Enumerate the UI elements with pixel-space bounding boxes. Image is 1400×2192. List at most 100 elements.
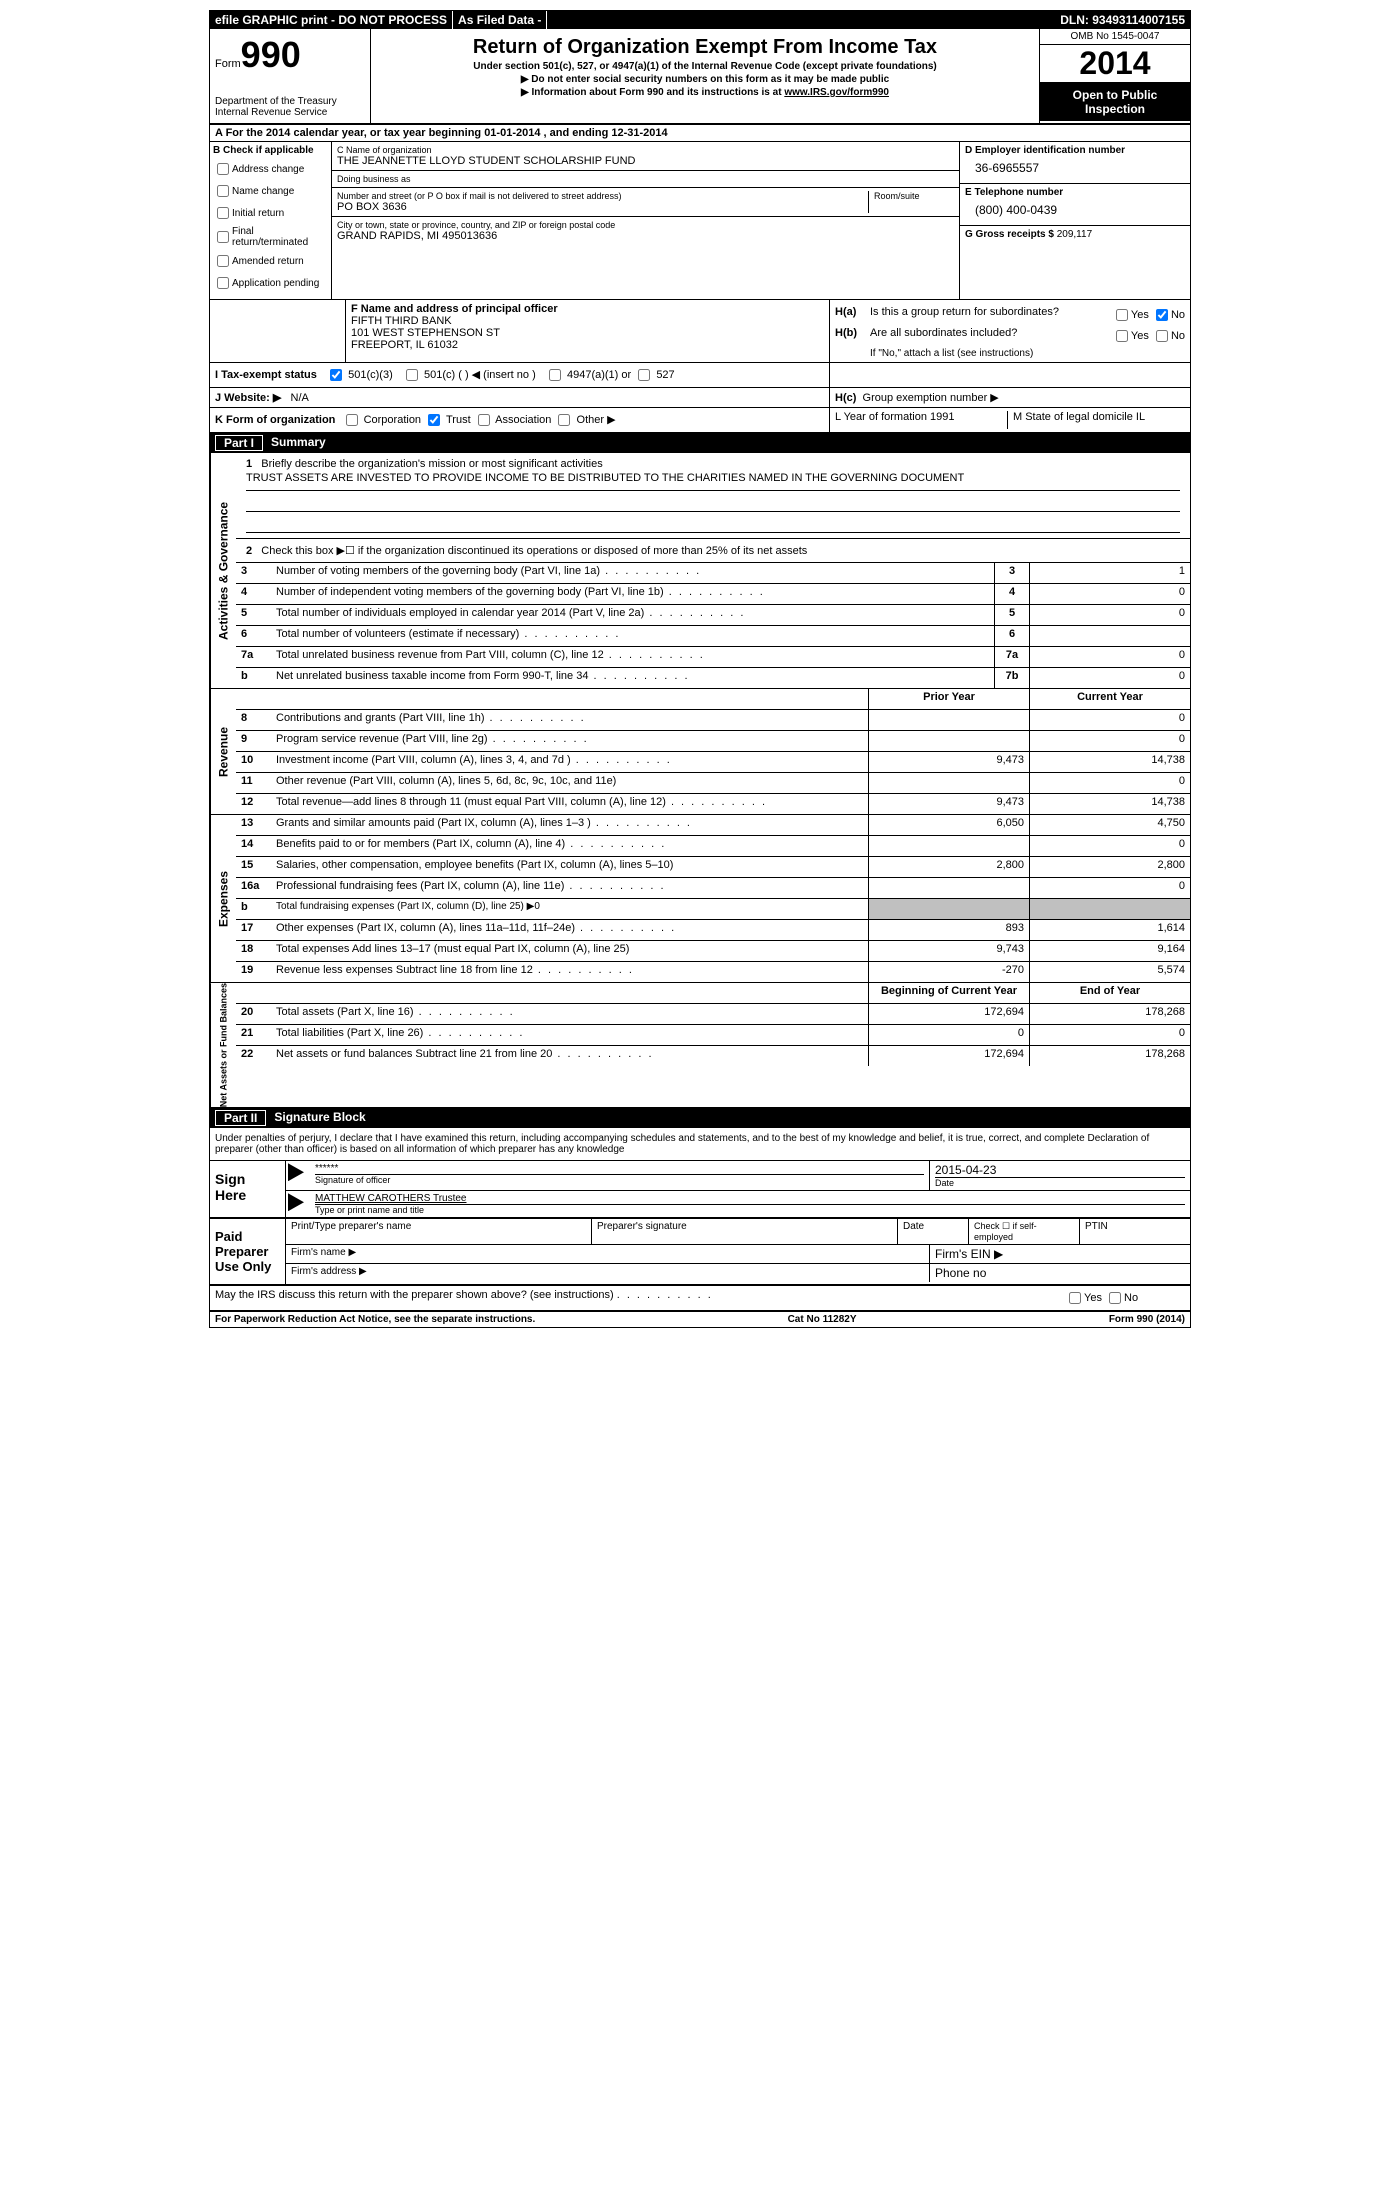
l11-row: 11 Other revenue (Part VIII, column (A),… (236, 773, 1190, 794)
l21-text: Total liabilities (Part X, line 26) (271, 1025, 868, 1045)
row-i-left: I Tax-exempt status 501(c)(3) 501(c) ( )… (210, 363, 830, 387)
final-check[interactable]: Final return/terminated (213, 226, 328, 248)
col-d: D Employer identification number 36-6965… (960, 142, 1190, 299)
l4-text: Number of independent voting members of … (271, 584, 994, 604)
527-check[interactable] (638, 369, 650, 381)
trust-check[interactable] (428, 414, 440, 426)
self-emp: Check ☐ if self-employed (969, 1219, 1080, 1244)
section-fh: F Name and address of principal officer … (210, 300, 1190, 363)
l12-row: 12 Total revenue—add lines 8 through 11 … (236, 794, 1190, 814)
discuss-checks[interactable]: Yes No (1060, 1286, 1190, 1310)
org-name: THE JEANNETTE LLOYD STUDENT SCHOLARSHIP … (337, 155, 954, 167)
l14-prior (868, 836, 1029, 856)
hb-checks[interactable]: Yes No (1112, 327, 1185, 345)
sig-row2: MATTHEW CAROTHERS Trustee Type or print … (286, 1191, 1190, 1217)
l9-num: 9 (236, 731, 271, 751)
l12-prior: 9,473 (868, 794, 1029, 814)
l7a-row: 7a Total unrelated business revenue from… (236, 647, 1190, 668)
rev-header-row: Prior Year Current Year (236, 689, 1190, 710)
l11-num: 11 (236, 773, 271, 793)
l7b-text: Net unrelated business taxable income fr… (271, 668, 994, 688)
declaration: Under penalties of perjury, I declare th… (210, 1128, 1190, 1161)
l16a-text: Professional fundraising fees (Part IX, … (271, 878, 868, 898)
l21-row: 21 Total liabilities (Part X, line 26) 0… (236, 1025, 1190, 1046)
tel-val: (800) 400-0439 (965, 198, 1185, 222)
dept-label: Department of the Treasury (215, 96, 365, 107)
l7a-text: Total unrelated business revenue from Pa… (271, 647, 994, 667)
ha-row: H(a) Is this a group return for subordin… (835, 306, 1185, 324)
no-label: No (1171, 309, 1185, 321)
form-title: Return of Organization Exempt From Incom… (376, 36, 1034, 59)
mission-block: 1 Briefly describe the organization's mi… (236, 453, 1190, 539)
501c3-check[interactable] (330, 369, 342, 381)
amended-check[interactable]: Amended return (213, 252, 328, 270)
empty-text (271, 689, 868, 709)
governance-section: Activities & Governance 1 Briefly descri… (210, 453, 1190, 689)
l6-text: Total number of volunteers (estimate if … (271, 626, 994, 646)
hc-text: Group exemption number ▶ (863, 392, 999, 404)
l2-text: Check this box ▶☐ if the organization di… (261, 545, 807, 557)
4947-label: 4947(a)(1) or (567, 369, 631, 381)
corp-label: Corporation (364, 414, 421, 426)
app-pending-label: Application pending (232, 278, 319, 289)
footer-center: Cat No 11282Y (788, 1314, 857, 1325)
officer-line3: FREEPORT, IL 61032 (351, 339, 824, 351)
501c-check[interactable] (406, 369, 418, 381)
addr-change-check[interactable]: Address change (213, 160, 328, 178)
initial-check[interactable]: Initial return (213, 204, 328, 222)
prior-year-header: Prior Year (868, 689, 1029, 709)
l14-num: 14 (236, 836, 271, 856)
l7b-val: 0 (1029, 668, 1190, 688)
l17-row: 17 Other expenses (Part IX, column (A), … (236, 920, 1190, 941)
l19-prior: -270 (868, 962, 1029, 982)
addr-change-label: Address change (232, 164, 304, 175)
l8-cur: 0 (1029, 710, 1190, 730)
end-year-header: End of Year (1029, 983, 1190, 1003)
ha-checks[interactable]: Yes No (1112, 306, 1185, 324)
l18-prior: 9,743 (868, 941, 1029, 961)
discuss-dots (617, 1289, 713, 1301)
col-h: H(a) Is this a group return for subordin… (830, 300, 1190, 362)
sig-date: 2015-04-23 (935, 1163, 1185, 1177)
form-subtitle: Under section 501(c), 527, or 4947(a)(1)… (376, 61, 1034, 72)
l7a-val: 0 (1029, 647, 1190, 667)
sig-officer-cell: ****** Signature of officer (310, 1161, 929, 1190)
part2-title: Signature Block (274, 1110, 365, 1126)
officer-line1: FIFTH THIRD BANK (351, 315, 824, 327)
527-label: 527 (656, 369, 674, 381)
governance-label: Activities & Governance (210, 453, 236, 688)
corp-check[interactable] (346, 414, 358, 426)
row-a: A For the 2014 calendar year, or tax yea… (210, 125, 1190, 142)
l10-cur: 14,738 (1029, 752, 1190, 772)
row-j: J Website: ▶ N/A H(c) Group exemption nu… (210, 388, 1190, 408)
4947-check[interactable] (549, 369, 561, 381)
form-990-container: efile GRAPHIC print - DO NOT PROCESS As … (209, 10, 1191, 1328)
ein-cell: D Employer identification number 36-6965… (960, 142, 1190, 184)
l19-cur: 5,574 (1029, 962, 1190, 982)
sig-officer-label: Signature of officer (315, 1174, 924, 1185)
col-b: B Check if applicable Address change Nam… (210, 142, 332, 299)
l12-num: 12 (236, 794, 271, 814)
empty-left (210, 300, 346, 362)
form-header: Form990 Department of the Treasury Inter… (210, 29, 1190, 125)
name-change-check[interactable]: Name change (213, 182, 328, 200)
part2-header: Part II Signature Block (210, 1108, 1190, 1128)
other-check[interactable] (558, 414, 570, 426)
l11-prior (868, 773, 1029, 793)
officer-line2: 101 WEST STEPHENSON ST (351, 327, 824, 339)
row-i: I Tax-exempt status 501(c)(3) 501(c) ( )… (210, 363, 1190, 388)
footer-right: Form 990 (2014) (1109, 1314, 1185, 1325)
assoc-check[interactable] (478, 414, 490, 426)
l14-text: Benefits paid to or for members (Part IX… (271, 836, 868, 856)
final-label: Final return/terminated (232, 226, 328, 248)
sign-right: ****** Signature of officer 2015-04-23 D… (286, 1161, 1190, 1217)
l20-text: Total assets (Part X, line 16) (271, 1004, 868, 1024)
col-f: F Name and address of principal officer … (346, 300, 830, 362)
form-note2: ▶ Information about Form 990 and its ins… (376, 87, 1034, 98)
prep-sig-label: Preparer's signature (592, 1219, 898, 1244)
net-assets-content: Beginning of Current Year End of Year 20… (236, 983, 1190, 1107)
app-pending-check[interactable]: Application pending (213, 274, 328, 292)
sig-date-label: Date (935, 1177, 1185, 1188)
l18-num: 18 (236, 941, 271, 961)
l3-text: Number of voting members of the governin… (271, 563, 994, 583)
